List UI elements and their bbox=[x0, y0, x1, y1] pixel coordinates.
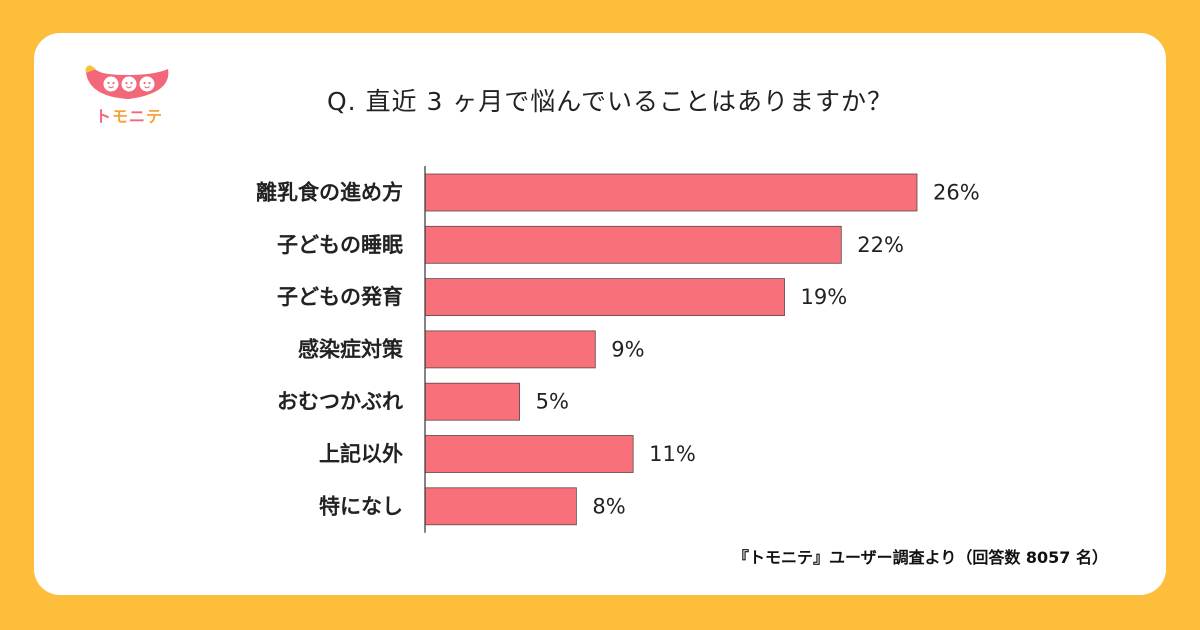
value-label: 9% bbox=[611, 337, 644, 361]
category-label: 感染症対策 bbox=[298, 337, 404, 361]
category-label: 子どもの睡眠 bbox=[277, 233, 403, 257]
logo-char: テ bbox=[146, 107, 164, 126]
bar-1 bbox=[424, 225, 842, 264]
logo-char: モ bbox=[111, 107, 129, 126]
bar-2 bbox=[424, 278, 785, 317]
value-label: 8% bbox=[592, 494, 625, 518]
logo-wordmark: トモニテ bbox=[84, 103, 174, 127]
value-label: 5% bbox=[536, 390, 569, 414]
category-label: おむつかぶれ bbox=[277, 390, 403, 414]
pea-pod-icon bbox=[85, 65, 169, 99]
value-label: 22% bbox=[857, 233, 904, 257]
bar-0 bbox=[424, 173, 918, 212]
category-label: 上記以外 bbox=[319, 442, 403, 466]
category-label: 特になし bbox=[319, 494, 403, 518]
source-note: 『トモニテ』ユーザー調査より（回答数 8057 名） bbox=[732, 548, 1108, 567]
bar-3 bbox=[424, 330, 596, 369]
bar-4 bbox=[424, 382, 521, 421]
tomonite-logo: トモニテ bbox=[84, 63, 174, 127]
value-label: 11% bbox=[649, 442, 696, 466]
value-label: 26% bbox=[933, 181, 980, 205]
category-label: 離乳食の進め方 bbox=[256, 181, 403, 205]
bar-6 bbox=[424, 487, 577, 526]
value-label: 19% bbox=[801, 285, 848, 309]
logo-char: ニ bbox=[129, 107, 147, 126]
bar-5 bbox=[424, 435, 634, 473]
logo-char: ト bbox=[94, 107, 112, 126]
chart-title: Q. 直近 3 ヶ月で悩んでいることはありますか？ bbox=[326, 87, 894, 116]
category-label: 子どもの発育 bbox=[277, 285, 403, 309]
